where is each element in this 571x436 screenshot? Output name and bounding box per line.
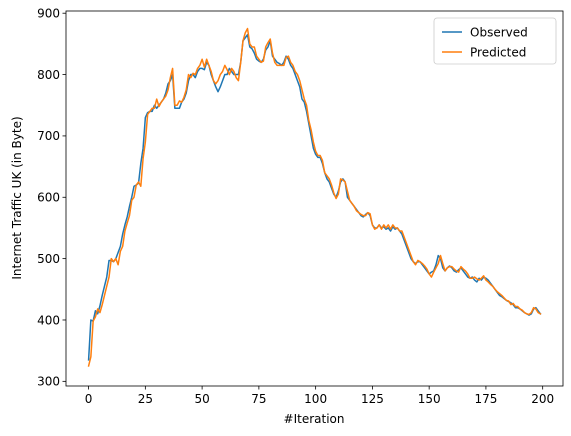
x-axis-label: #Iteration bbox=[284, 412, 345, 426]
x-axis-ticks: 0 25 50 75 100 125 150 175 200 bbox=[85, 386, 554, 406]
y-tick-label: 300 bbox=[37, 375, 60, 389]
x-tick-label: 0 bbox=[85, 392, 93, 406]
y-tick-label: 600 bbox=[37, 191, 60, 205]
plot-area bbox=[66, 11, 563, 386]
y-axis-ticks: 300 400 500 600 700 800 900 bbox=[37, 7, 66, 389]
legend-label-observed: Observed bbox=[470, 25, 528, 39]
plot-background bbox=[66, 11, 563, 386]
y-axis-label: Internet Traffic UK (in Byte) bbox=[10, 116, 24, 279]
y-tick-label: 500 bbox=[37, 252, 60, 266]
y-tick-label: 400 bbox=[37, 313, 60, 327]
x-tick-label: 125 bbox=[361, 392, 384, 406]
axes-frame bbox=[65, 10, 564, 387]
legend-label-predicted: Predicted bbox=[470, 45, 526, 59]
y-tick-label: 900 bbox=[37, 7, 60, 21]
x-tick-label: 75 bbox=[251, 392, 266, 406]
x-tick-label: 25 bbox=[138, 392, 153, 406]
x-tick-label: 50 bbox=[194, 392, 209, 406]
legend: Observed Predicted bbox=[433, 17, 557, 65]
y-tick-label: 800 bbox=[37, 68, 60, 82]
x-tick-label: 100 bbox=[304, 392, 327, 406]
x-tick-label: 175 bbox=[474, 392, 497, 406]
axes-border bbox=[65, 10, 564, 387]
x-tick-label: 150 bbox=[418, 392, 441, 406]
series-layer bbox=[87, 27, 542, 367]
legend-box bbox=[433, 17, 557, 65]
y-tick-label: 700 bbox=[37, 129, 60, 143]
series-line-predicted bbox=[87, 27, 542, 367]
x-tick-label: 200 bbox=[531, 392, 554, 406]
